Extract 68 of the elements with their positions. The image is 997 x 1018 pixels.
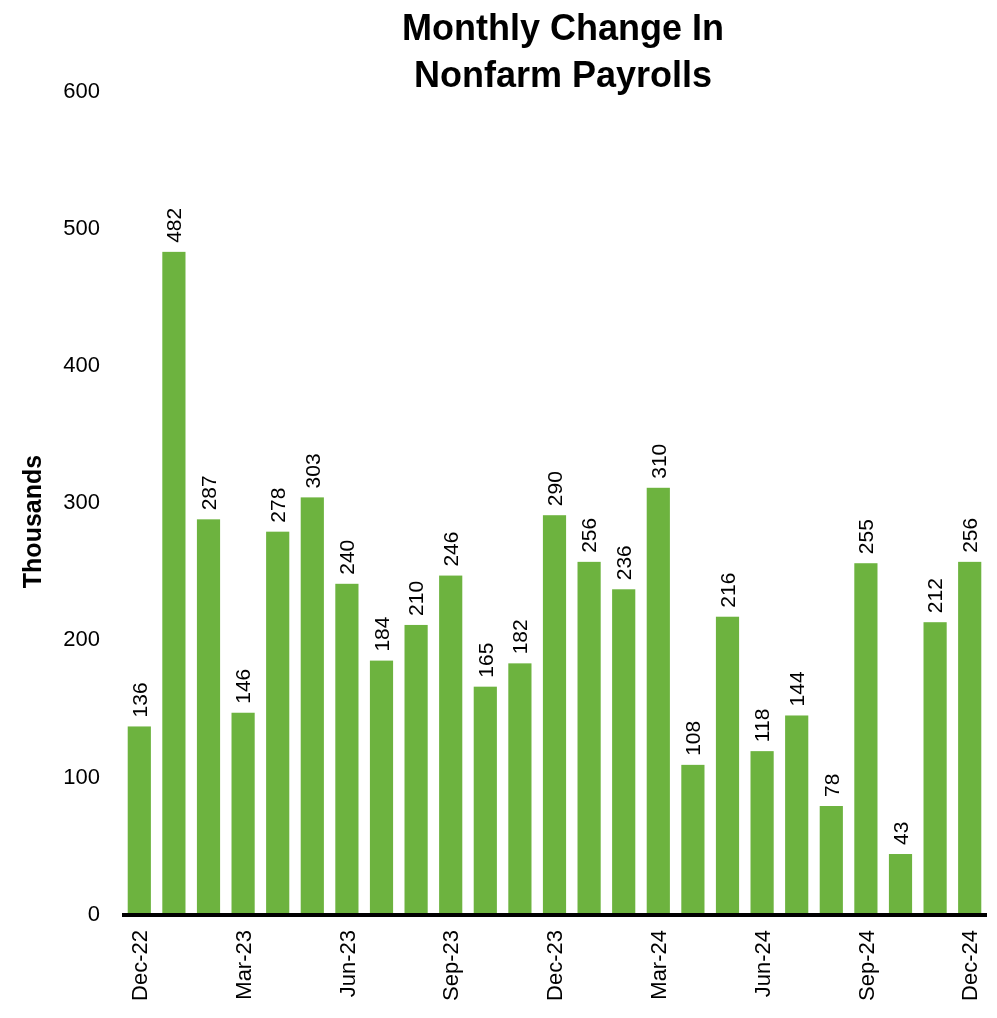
data-label: 212 [923, 578, 947, 614]
x-tick-label: Mar-24 [646, 930, 671, 1000]
data-label: 256 [577, 517, 601, 553]
y-tick-label: 500 [63, 214, 100, 240]
x-tick-label: Dec-22 [127, 930, 152, 1001]
bar [819, 806, 843, 913]
data-label: 303 [300, 453, 324, 489]
data-label: 240 [335, 539, 359, 575]
x-tick-label: Jun-24 [749, 930, 775, 998]
bar [473, 686, 497, 913]
bar [439, 575, 463, 913]
data-label: 482 [162, 207, 186, 243]
x-tick-label: Sep-24 [853, 930, 879, 1001]
bar [854, 563, 878, 913]
data-label: 165 [473, 642, 497, 678]
data-label: 146 [231, 668, 255, 704]
y-tick-label: 600 [63, 77, 100, 103]
bar [958, 561, 982, 913]
bar [369, 660, 394, 913]
data-label: 290 [542, 471, 566, 507]
data-label: 287 [196, 475, 220, 511]
bar [577, 561, 601, 913]
bar [266, 531, 290, 913]
bar [335, 583, 359, 913]
bar [196, 519, 221, 913]
y-axis-title: Thousands [17, 454, 46, 589]
data-label: 255 [854, 519, 878, 555]
y-tick-label: 100 [63, 763, 100, 789]
bar [162, 251, 186, 913]
bar [646, 487, 670, 913]
x-tick-label: Mar-23 [230, 930, 256, 1000]
bar [888, 854, 913, 913]
data-label: 108 [681, 720, 705, 756]
y-tick-label: 300 [63, 489, 100, 515]
data-label: 246 [439, 531, 463, 567]
bar [404, 624, 428, 913]
bar [923, 622, 947, 913]
bar [300, 497, 324, 913]
data-label: 118 [750, 708, 774, 743]
data-label: 278 [266, 487, 290, 523]
data-label: 184 [369, 616, 393, 652]
bar [681, 764, 705, 913]
y-tick-label: 400 [63, 352, 100, 378]
y-tick-label: 200 [63, 626, 100, 652]
bar [750, 751, 774, 913]
chart-title: Monthly Change In Nonfarm Payrolls [402, 7, 724, 95]
bar [127, 726, 151, 913]
bar [785, 715, 809, 913]
data-label: 144 [785, 671, 809, 707]
x-tick-label: Dec-24 [957, 930, 983, 1001]
x-tick-label: Dec-23 [542, 930, 568, 1001]
y-tick-label: 0 [87, 900, 100, 926]
x-tick-label: Jun-23 [334, 930, 360, 998]
bar [612, 589, 636, 913]
data-label: 256 [958, 517, 982, 553]
data-label: 216 [715, 572, 739, 608]
data-label: 310 [646, 443, 670, 479]
data-label: 236 [612, 545, 636, 581]
data-label: 182 [508, 619, 532, 655]
bar [542, 515, 567, 913]
bar [231, 712, 255, 913]
bar [508, 663, 532, 913]
x-tick-label: Sep-23 [438, 930, 464, 1001]
data-label: 78 [819, 773, 843, 798]
data-label: 43 [888, 821, 912, 846]
data-label: 136 [127, 682, 151, 718]
bar [715, 616, 740, 913]
data-label: 210 [404, 580, 428, 616]
